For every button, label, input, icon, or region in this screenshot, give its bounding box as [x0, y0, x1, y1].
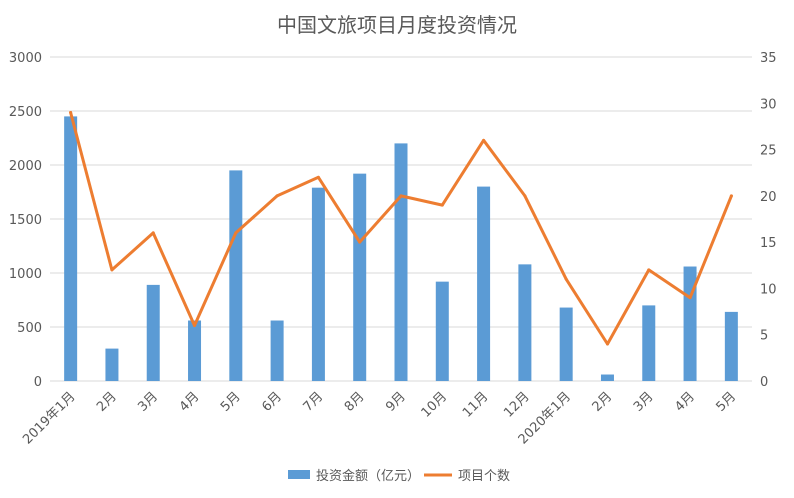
line-series [69, 111, 733, 346]
x-tick-label: 11月 [460, 389, 491, 420]
bar-series [64, 116, 738, 382]
bar [64, 116, 78, 382]
bar [229, 170, 243, 381]
bar [600, 374, 614, 381]
bar [559, 307, 573, 381]
left-tick-label: 2000 [9, 159, 42, 174]
x-tick-label: 2月 [94, 389, 120, 415]
x-tick-label: 6月 [259, 389, 285, 415]
legend-label-investment: 投资金额（亿元） [316, 468, 420, 484]
right-tick-label: 15 [760, 236, 777, 251]
left-tick-label: 1500 [9, 213, 42, 228]
bar [477, 186, 491, 381]
line-point [440, 203, 444, 207]
right-tick-label: 25 [760, 144, 777, 159]
bar [518, 264, 532, 381]
line-point [275, 194, 279, 198]
line-point [110, 268, 114, 272]
right-tick-label: 20 [760, 190, 777, 205]
legend: 投资金额（亿元） 项目个数 [288, 468, 510, 484]
bar [311, 187, 325, 381]
left-tick-label: 1000 [9, 267, 42, 282]
x-tick-label: 8月 [342, 389, 368, 415]
x-tick-label: 12月 [501, 389, 532, 420]
line-point [564, 277, 568, 281]
line-point [151, 231, 155, 235]
legend-swatch-investment [288, 470, 310, 479]
bar [642, 305, 656, 381]
x-tick-label: 9月 [383, 389, 409, 415]
x-tick-label: 5月 [218, 389, 244, 415]
bar [146, 284, 160, 381]
right-tick-label: 5 [760, 329, 768, 344]
right-tick-label: 35 [760, 51, 777, 66]
bar [435, 281, 449, 381]
line-point [688, 296, 692, 300]
left-tick-label: 0 [34, 375, 42, 390]
x-tick-label: 5月 [714, 389, 740, 415]
line-point [234, 231, 238, 235]
bar [105, 348, 119, 381]
x-tick-label: 3月 [631, 389, 657, 415]
left-tick-label: 3000 [9, 51, 42, 66]
right-tick-label: 10 [760, 282, 777, 297]
line-point [399, 194, 403, 198]
x-tick-label: 2019年1月 [20, 389, 78, 447]
line-point [193, 323, 197, 327]
bar [270, 320, 284, 381]
line-point [605, 342, 609, 346]
bar [724, 311, 738, 381]
x-tick-label: 4月 [672, 389, 698, 415]
line-point [316, 175, 320, 179]
legend-label-project-count: 项目个数 [458, 469, 510, 484]
right-tick-label: 0 [760, 375, 768, 390]
x-tick-label: 2月 [590, 389, 616, 415]
line-point [523, 194, 527, 198]
left-axis-ticks: 0 500 1000 1500 2000 2500 3000 [9, 51, 42, 390]
right-axis-ticks: 0 5 10 15 20 25 30 35 [760, 51, 777, 390]
bar [394, 143, 408, 381]
line-point [482, 138, 486, 142]
bar [353, 173, 367, 381]
bar [188, 320, 202, 381]
line-point [647, 268, 651, 272]
chart-title: 中国文旅项目月度投资情况 [277, 13, 517, 37]
left-tick-label: 2500 [9, 105, 42, 120]
left-tick-label: 500 [17, 321, 42, 336]
line-point [69, 111, 73, 115]
x-tick-label: 10月 [419, 389, 450, 420]
x-tick-label: 3月 [135, 389, 161, 415]
x-tick-label: 4月 [177, 389, 203, 415]
line-point [729, 194, 733, 198]
right-tick-label: 30 [760, 97, 777, 112]
x-tick-label: 7月 [301, 389, 327, 415]
line-point [358, 240, 362, 244]
